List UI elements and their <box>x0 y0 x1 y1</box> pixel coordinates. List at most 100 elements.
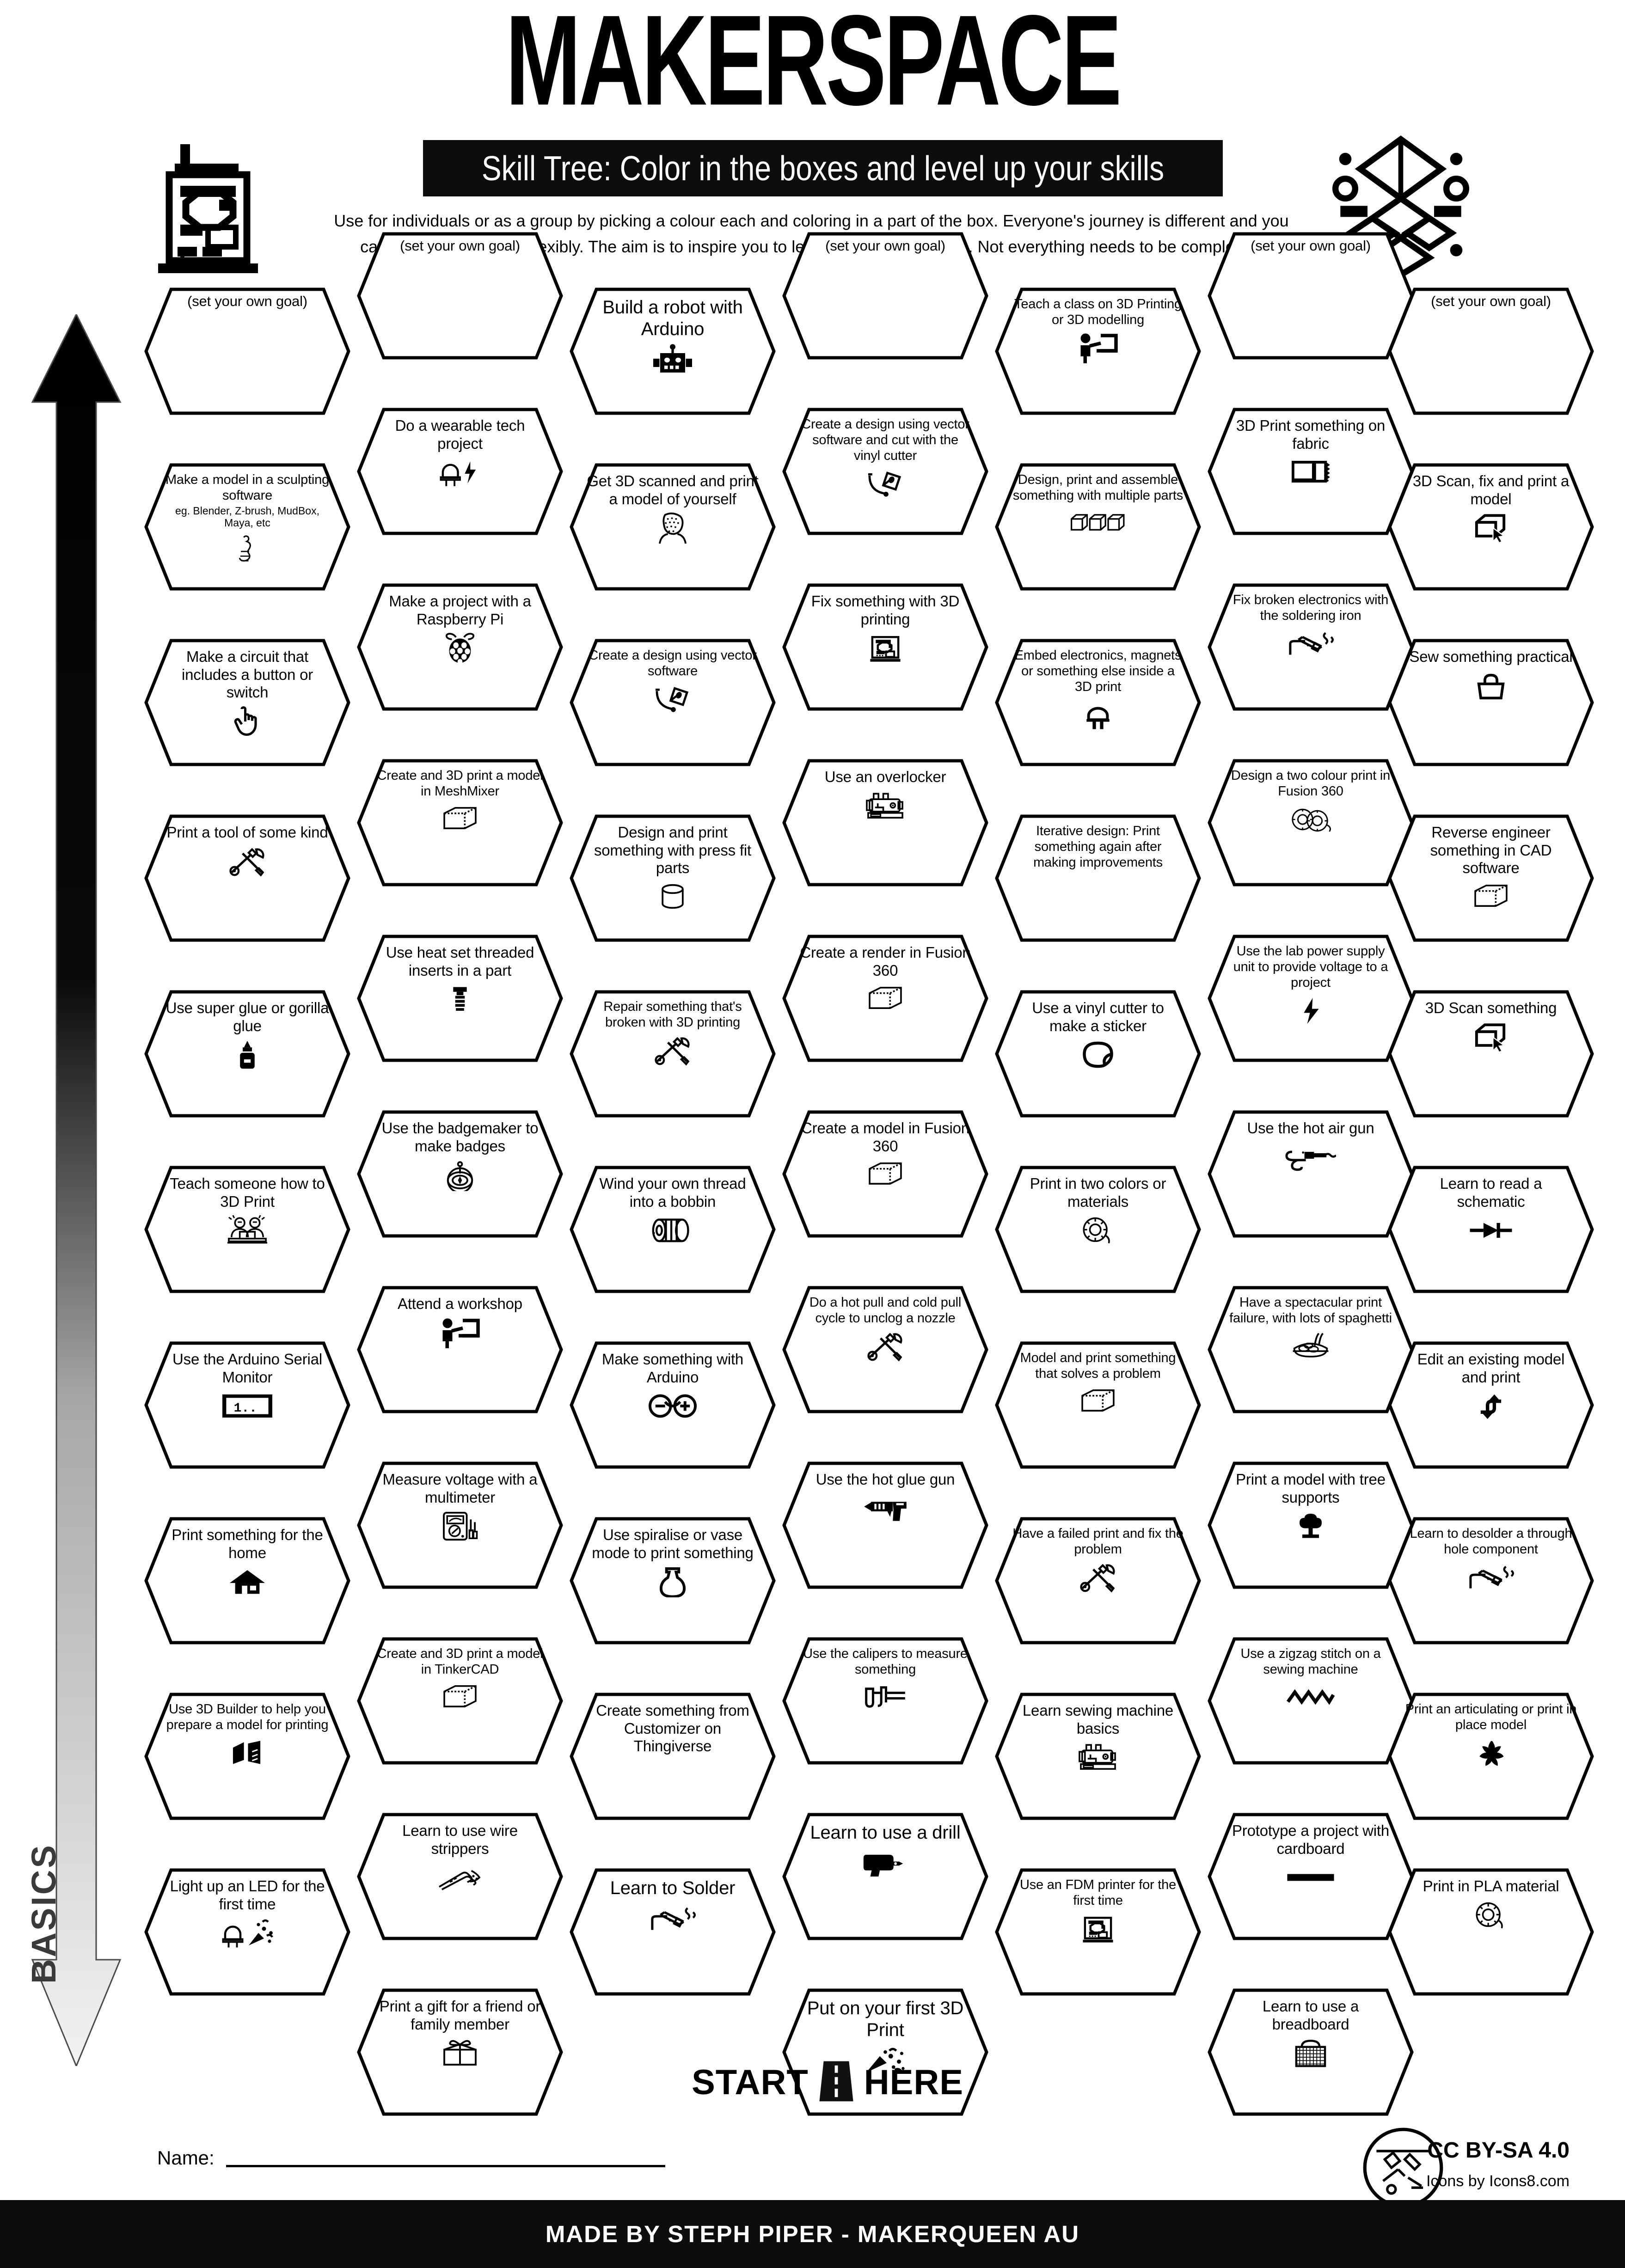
skill-hex-2-9[interactable]: Create and 3D print a model in TinkerCAD <box>356 1636 564 1766</box>
skill-hex-5-3[interactable]: Embed electronics, magnets or something … <box>994 638 1202 767</box>
skill-hex-7-1[interactable]: (set your own goal) <box>1387 287 1595 416</box>
skill-label: (set your own goal) <box>1431 293 1551 309</box>
skill-hex-6-2[interactable]: 3D Print something on fabric <box>1207 407 1415 536</box>
skill-hex-5-4[interactable]: Iterative design: Print something again … <box>994 813 1202 943</box>
skill-hex-2-3[interactable]: Make a project with a Raspberry Pi <box>356 582 564 712</box>
skill-hex-1-8[interactable]: Print something for the home <box>143 1516 351 1645</box>
robot-icon <box>586 342 759 378</box>
filament-spool-icon <box>1012 1212 1184 1248</box>
skill-hex-7-3[interactable]: Sew something practical <box>1387 638 1595 767</box>
hex-body: Use a vinyl cutter to make a sticker <box>1012 999 1184 1073</box>
skill-hex-7-5[interactable]: 3D Scan something <box>1387 989 1595 1119</box>
skill-hex-5-1[interactable]: Teach a class on 3D Printing or 3D model… <box>994 287 1202 416</box>
name-input-line[interactable] <box>226 2147 666 2167</box>
skill-hex-2-8[interactable]: Measure voltage with a multimeter <box>356 1461 564 1590</box>
skill-hex-3-4[interactable]: Design and print something with press fi… <box>569 813 777 943</box>
skill-hex-3-3[interactable]: Create a design using vector software <box>569 638 777 767</box>
skill-hex-2-1[interactable]: (set your own goal) <box>356 231 564 361</box>
skill-hex-4-4[interactable]: Use an overlocker <box>781 758 989 887</box>
skill-hex-6-3[interactable]: Fix broken electronics with the solderin… <box>1207 582 1415 712</box>
hex-body: 3D Scan, fix and print a model <box>1404 472 1577 546</box>
skill-hex-1-10[interactable]: Light up an LED for the first time <box>143 1867 351 1997</box>
skill-hex-7-10[interactable]: Print in PLA material <box>1387 1867 1595 1997</box>
skill-hex-6-8[interactable]: Print a model with tree supports <box>1207 1461 1415 1590</box>
skill-hex-4-7[interactable]: Do a hot pull and cold pull cycle to unc… <box>781 1285 989 1414</box>
skill-hex-6-1[interactable]: (set your own goal) <box>1207 231 1415 361</box>
skill-hex-5-2[interactable]: Design, print and assemble something wit… <box>994 462 1202 592</box>
skill-hex-5-6[interactable]: Print in two colors or materials <box>994 1165 1202 1294</box>
skill-hex-7-4[interactable]: Reverse engineer something in CAD softwa… <box>1387 813 1595 943</box>
hexagon-outline <box>781 407 989 536</box>
skill-label: Use super glue or gorilla glue <box>166 999 329 1034</box>
skill-hex-5-7[interactable]: Model and print something that solves a … <box>994 1340 1202 1470</box>
skill-hex-4-10[interactable]: Learn to use a drill <box>781 1812 989 1941</box>
skill-label: Use the calipers to measure something <box>803 1646 968 1677</box>
skill-hex-6-9[interactable]: Use a zigzag stitch on a sewing machine <box>1207 1636 1415 1766</box>
hex-body: Fix something with 3D printing <box>799 593 972 666</box>
skill-hex-2-7[interactable]: Attend a workshop <box>356 1285 564 1414</box>
skill-hex-5-5[interactable]: Use a vinyl cutter to make a sticker <box>994 989 1202 1119</box>
skill-hex-4-2[interactable]: Create a design using vector software an… <box>781 407 989 536</box>
skill-hex-1-3[interactable]: Make a circuit that includes a button or… <box>143 638 351 767</box>
skill-hex-6-6[interactable]: Use the hot air gun <box>1207 1109 1415 1239</box>
here-label: HERE <box>864 2062 963 2102</box>
skill-hex-5-8[interactable]: Have a failed print and fix the problem <box>994 1516 1202 1645</box>
skill-hex-2-5[interactable]: Use heat set threaded inserts in a part <box>356 934 564 1063</box>
skill-hex-6-11[interactable]: Learn to use a breadboard <box>1207 1987 1415 2117</box>
skill-hex-6-7[interactable]: Have a spectacular print failure, with l… <box>1207 1285 1415 1414</box>
skill-label: Use a zigzag stitch on a sewing machine <box>1240 1646 1381 1677</box>
skill-hex-1-9[interactable]: Use 3D Builder to help you prepare a mod… <box>143 1692 351 1821</box>
skill-hex-3-7[interactable]: Make something with Arduino <box>569 1340 777 1470</box>
hexagon-outline <box>143 638 351 767</box>
skill-hex-7-9[interactable]: Print an articulating or print in place … <box>1387 1692 1595 1821</box>
skill-hex-3-10[interactable]: Learn to Solder <box>569 1867 777 1997</box>
skill-hex-4-9[interactable]: Use the calipers to measure something <box>781 1636 989 1766</box>
skill-hex-6-10[interactable]: Prototype a project with cardboard <box>1207 1812 1415 1941</box>
skill-hex-2-10[interactable]: Learn to use wire strippers <box>356 1812 564 1941</box>
skill-hex-3-6[interactable]: Wind your own thread into a bobbin <box>569 1165 777 1294</box>
skill-hex-1-1[interactable]: (set your own goal) <box>143 287 351 416</box>
skill-hex-1-5[interactable]: Use super glue or gorilla glue <box>143 989 351 1119</box>
skill-label: Edit an existing model and print <box>1417 1351 1565 1386</box>
hex-body: Print a tool of some kind <box>161 824 334 880</box>
skill-hex-3-8[interactable]: Use spiralise or vase mode to print some… <box>569 1516 777 1645</box>
wire-strippers-icon <box>374 1859 546 1895</box>
skill-hex-7-7[interactable]: Edit an existing model and print <box>1387 1340 1595 1470</box>
skill-hex-3-2[interactable]: Get 3D scanned and print a model of your… <box>569 462 777 592</box>
skill-hex-4-3[interactable]: Fix something with 3D printing <box>781 582 989 712</box>
skill-hex-7-6[interactable]: Learn to read a schematic <box>1387 1165 1595 1294</box>
name-label: Name: <box>157 2147 215 2169</box>
skill-hex-2-2[interactable]: Do a wearable tech project <box>356 407 564 536</box>
skill-hex-1-4[interactable]: Print a tool of some kind <box>143 813 351 943</box>
skill-hex-3-9[interactable]: Create something from Customizer on Thin… <box>569 1692 777 1821</box>
skill-hex-6-5[interactable]: Use the lab power supply unit to provide… <box>1207 934 1415 1063</box>
cylinder-icon <box>586 879 759 915</box>
skill-hex-3-1[interactable]: Build a robot with Arduino <box>569 287 777 416</box>
skill-hex-2-4[interactable]: Create and 3D print a model in MeshMixer <box>356 758 564 887</box>
skill-hex-4-6[interactable]: Create a model in Fusion 360 <box>781 1109 989 1239</box>
skill-hex-2-6[interactable]: Use the badgemaker to make badges <box>356 1109 564 1239</box>
hexagon-outline <box>994 1340 1202 1470</box>
skill-hex-7-2[interactable]: 3D Scan, fix and print a model <box>1387 462 1595 592</box>
skill-hex-5-9[interactable]: Learn sewing machine basics <box>994 1692 1202 1821</box>
skill-hex-6-4[interactable]: Design a two colour print in Fusion 360 <box>1207 758 1415 887</box>
skill-hex-4-8[interactable]: Use the hot glue gun <box>781 1461 989 1590</box>
skill-hex-4-1[interactable]: (set your own goal) <box>781 231 989 361</box>
hex-body: (set your own goal) <box>1224 238 1397 254</box>
skill-hex-7-8[interactable]: Learn to desolder a through hole compone… <box>1387 1516 1595 1645</box>
skill-hex-2-11[interactable]: Print a gift for a friend or family memb… <box>356 1987 564 2117</box>
breadboard-icon <box>1224 2035 1397 2071</box>
skill-label: Use an FDM printer for the first time <box>1019 1877 1177 1908</box>
hex-body: Use the hot glue gun <box>799 1471 972 1527</box>
press-button-icon <box>161 703 334 740</box>
skill-hex-1-7[interactable]: Use the Arduino Serial Monitor 1.. <box>143 1340 351 1470</box>
skill-hex-1-2[interactable]: Make a model in a sculpting software eg. … <box>143 462 351 592</box>
skill-hex-5-10[interactable]: Use an FDM printer for the first time <box>994 1867 1202 1997</box>
skill-hex-4-5[interactable]: Create a render in Fusion 360 <box>781 934 989 1063</box>
skill-hex-1-6[interactable]: Teach someone how to 3D Print <box>143 1165 351 1294</box>
hexagon-outline <box>1207 1987 1415 2117</box>
skill-hex-3-5[interactable]: Repair something that's broken with 3D p… <box>569 989 777 1119</box>
name-field-row: Name: <box>157 2147 666 2169</box>
scanned-head-icon <box>586 510 759 546</box>
